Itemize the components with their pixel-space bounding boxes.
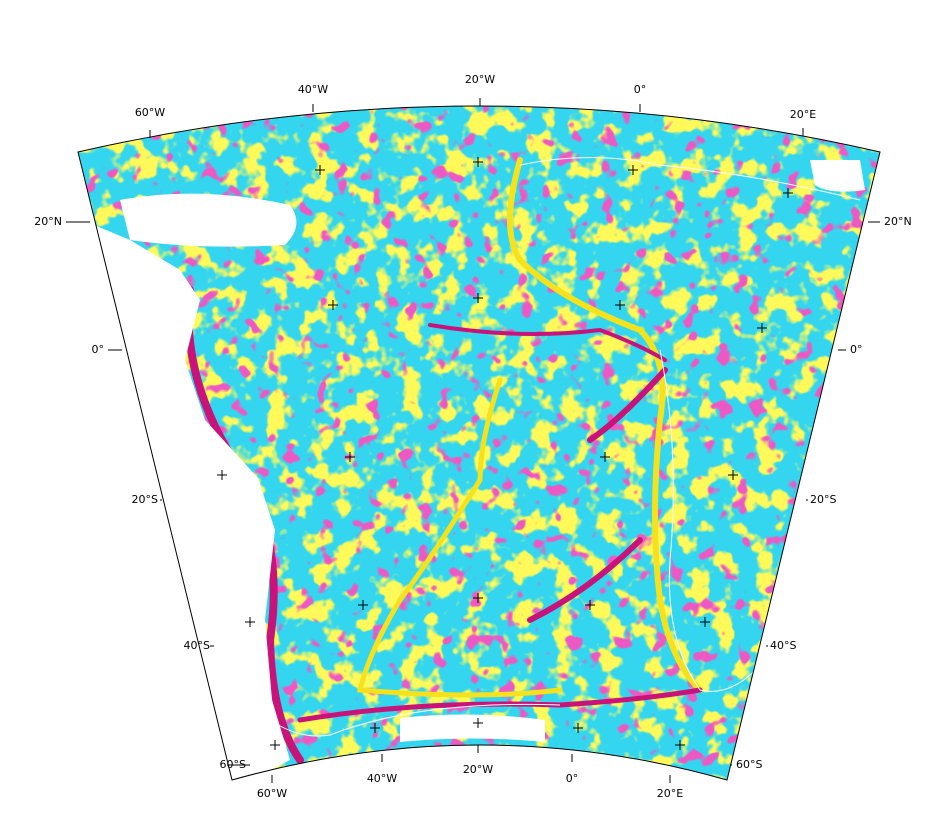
graticule-label: 20°W <box>465 73 495 86</box>
page: {"map": { "top_labels": ["60°W", "40°W",… <box>0 0 942 832</box>
caribbean-land <box>120 194 296 247</box>
graticule-label: 0° <box>634 83 647 96</box>
graticule-label: 60°W <box>135 106 165 119</box>
graticule-label: 0° <box>850 343 863 356</box>
graticule-label: 0° <box>566 772 579 785</box>
graticule-label: 40°S <box>184 639 210 652</box>
graticule-label: 20°E <box>657 787 683 800</box>
antarctic-land <box>400 714 545 742</box>
graticule-label: 40°S <box>770 639 796 652</box>
graticule-label: 20°E <box>790 108 816 121</box>
graticule-label: 20°N <box>34 215 62 228</box>
graticule-label: 20°N <box>884 215 912 228</box>
map-body <box>0 0 942 832</box>
map: 60°W 40°W 20°W 0° 20°E 60°W 40°W 20°W 0° 20°E 20°N… <box>0 0 942 832</box>
graticule-label: 60°W <box>257 787 287 800</box>
graticule-label: 20°S <box>810 493 836 506</box>
graticule-label: 60°S <box>736 758 762 771</box>
graticule-label: 40°W <box>367 772 397 785</box>
graticule-label: 40°W <box>298 83 328 96</box>
graticule-label: 20°S <box>132 493 158 506</box>
graticule-label: 20°W <box>463 763 493 776</box>
graticule-label: 0° <box>92 343 105 356</box>
relief-peaks <box>0 0 942 832</box>
